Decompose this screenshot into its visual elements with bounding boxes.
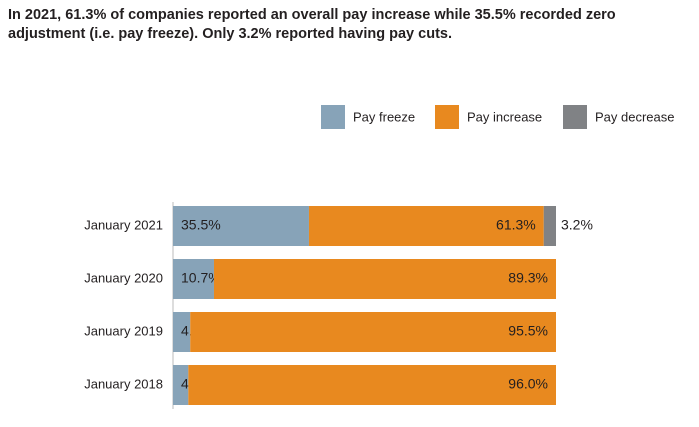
- y-tick-label: January 2019: [84, 323, 163, 338]
- legend-swatch: [563, 105, 587, 129]
- bar-segment: [188, 365, 556, 405]
- legend-label: Pay freeze: [353, 109, 415, 124]
- data-label: 95.5%: [508, 323, 548, 339]
- data-label: 35.5%: [181, 217, 221, 233]
- bar-segment: [173, 259, 214, 299]
- bar-segment: [308, 206, 544, 246]
- bar-segment: [190, 312, 557, 352]
- legend-label: Pay decrease: [595, 109, 675, 124]
- bar-segment: [173, 312, 191, 352]
- data-label: 61.3%: [496, 217, 536, 233]
- y-tick-label: January 2020: [84, 270, 163, 285]
- data-label: 89.3%: [508, 270, 548, 286]
- bar-segment: [213, 259, 556, 299]
- legend-label: Pay increase: [467, 109, 542, 124]
- bar-segment: [173, 206, 309, 246]
- data-label: 3.2%: [561, 217, 593, 233]
- legend-swatch: [435, 105, 459, 129]
- data-label: 96.0%: [508, 376, 548, 392]
- chart-title: In 2021, 61.3% of companies reported an …: [8, 7, 616, 42]
- bar-segment: [173, 365, 189, 405]
- legend-swatch: [321, 105, 345, 129]
- bar-segment: [543, 206, 556, 246]
- y-tick-label: January 2018: [84, 376, 163, 391]
- y-tick-label: January 2021: [84, 217, 163, 232]
- data-label: 10.7%: [181, 270, 221, 286]
